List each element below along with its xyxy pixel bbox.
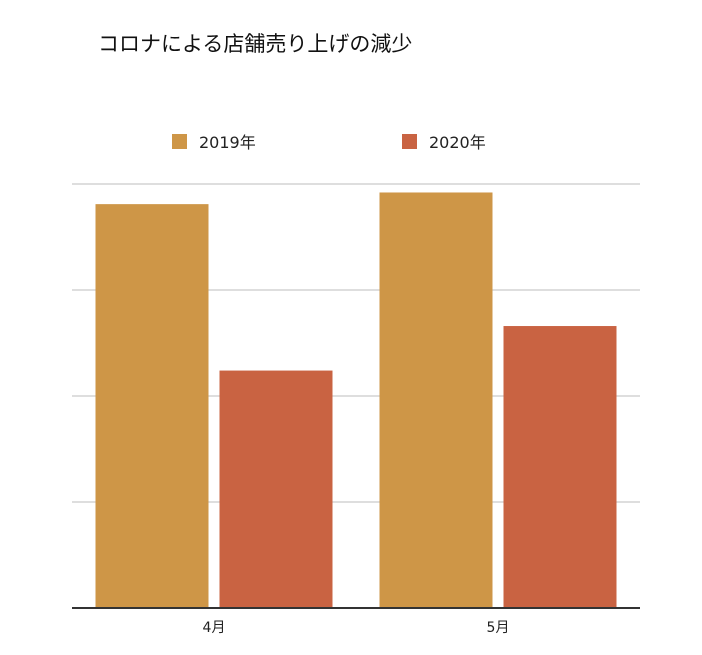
bar-5月-2019年 — [379, 192, 493, 609]
legend-item-2020: 2020年 — [402, 129, 486, 153]
bar-5月-2020年 — [503, 326, 617, 608]
x-tick-label: 5月 — [487, 620, 510, 636]
x-tick-label: 4月 — [203, 620, 226, 636]
bar-4月-2019年 — [95, 204, 209, 608]
legend-swatch — [172, 133, 187, 149]
legend-swatch — [402, 133, 417, 149]
legend-label: 2020年 — [429, 133, 486, 152]
legend-label: 2019年 — [199, 133, 256, 152]
bar-4月-2020年 — [219, 370, 333, 608]
legend-item-2019: 2019年 — [172, 129, 256, 153]
chart-title: コロナによる店舗売り上げの減少 — [98, 32, 413, 56]
